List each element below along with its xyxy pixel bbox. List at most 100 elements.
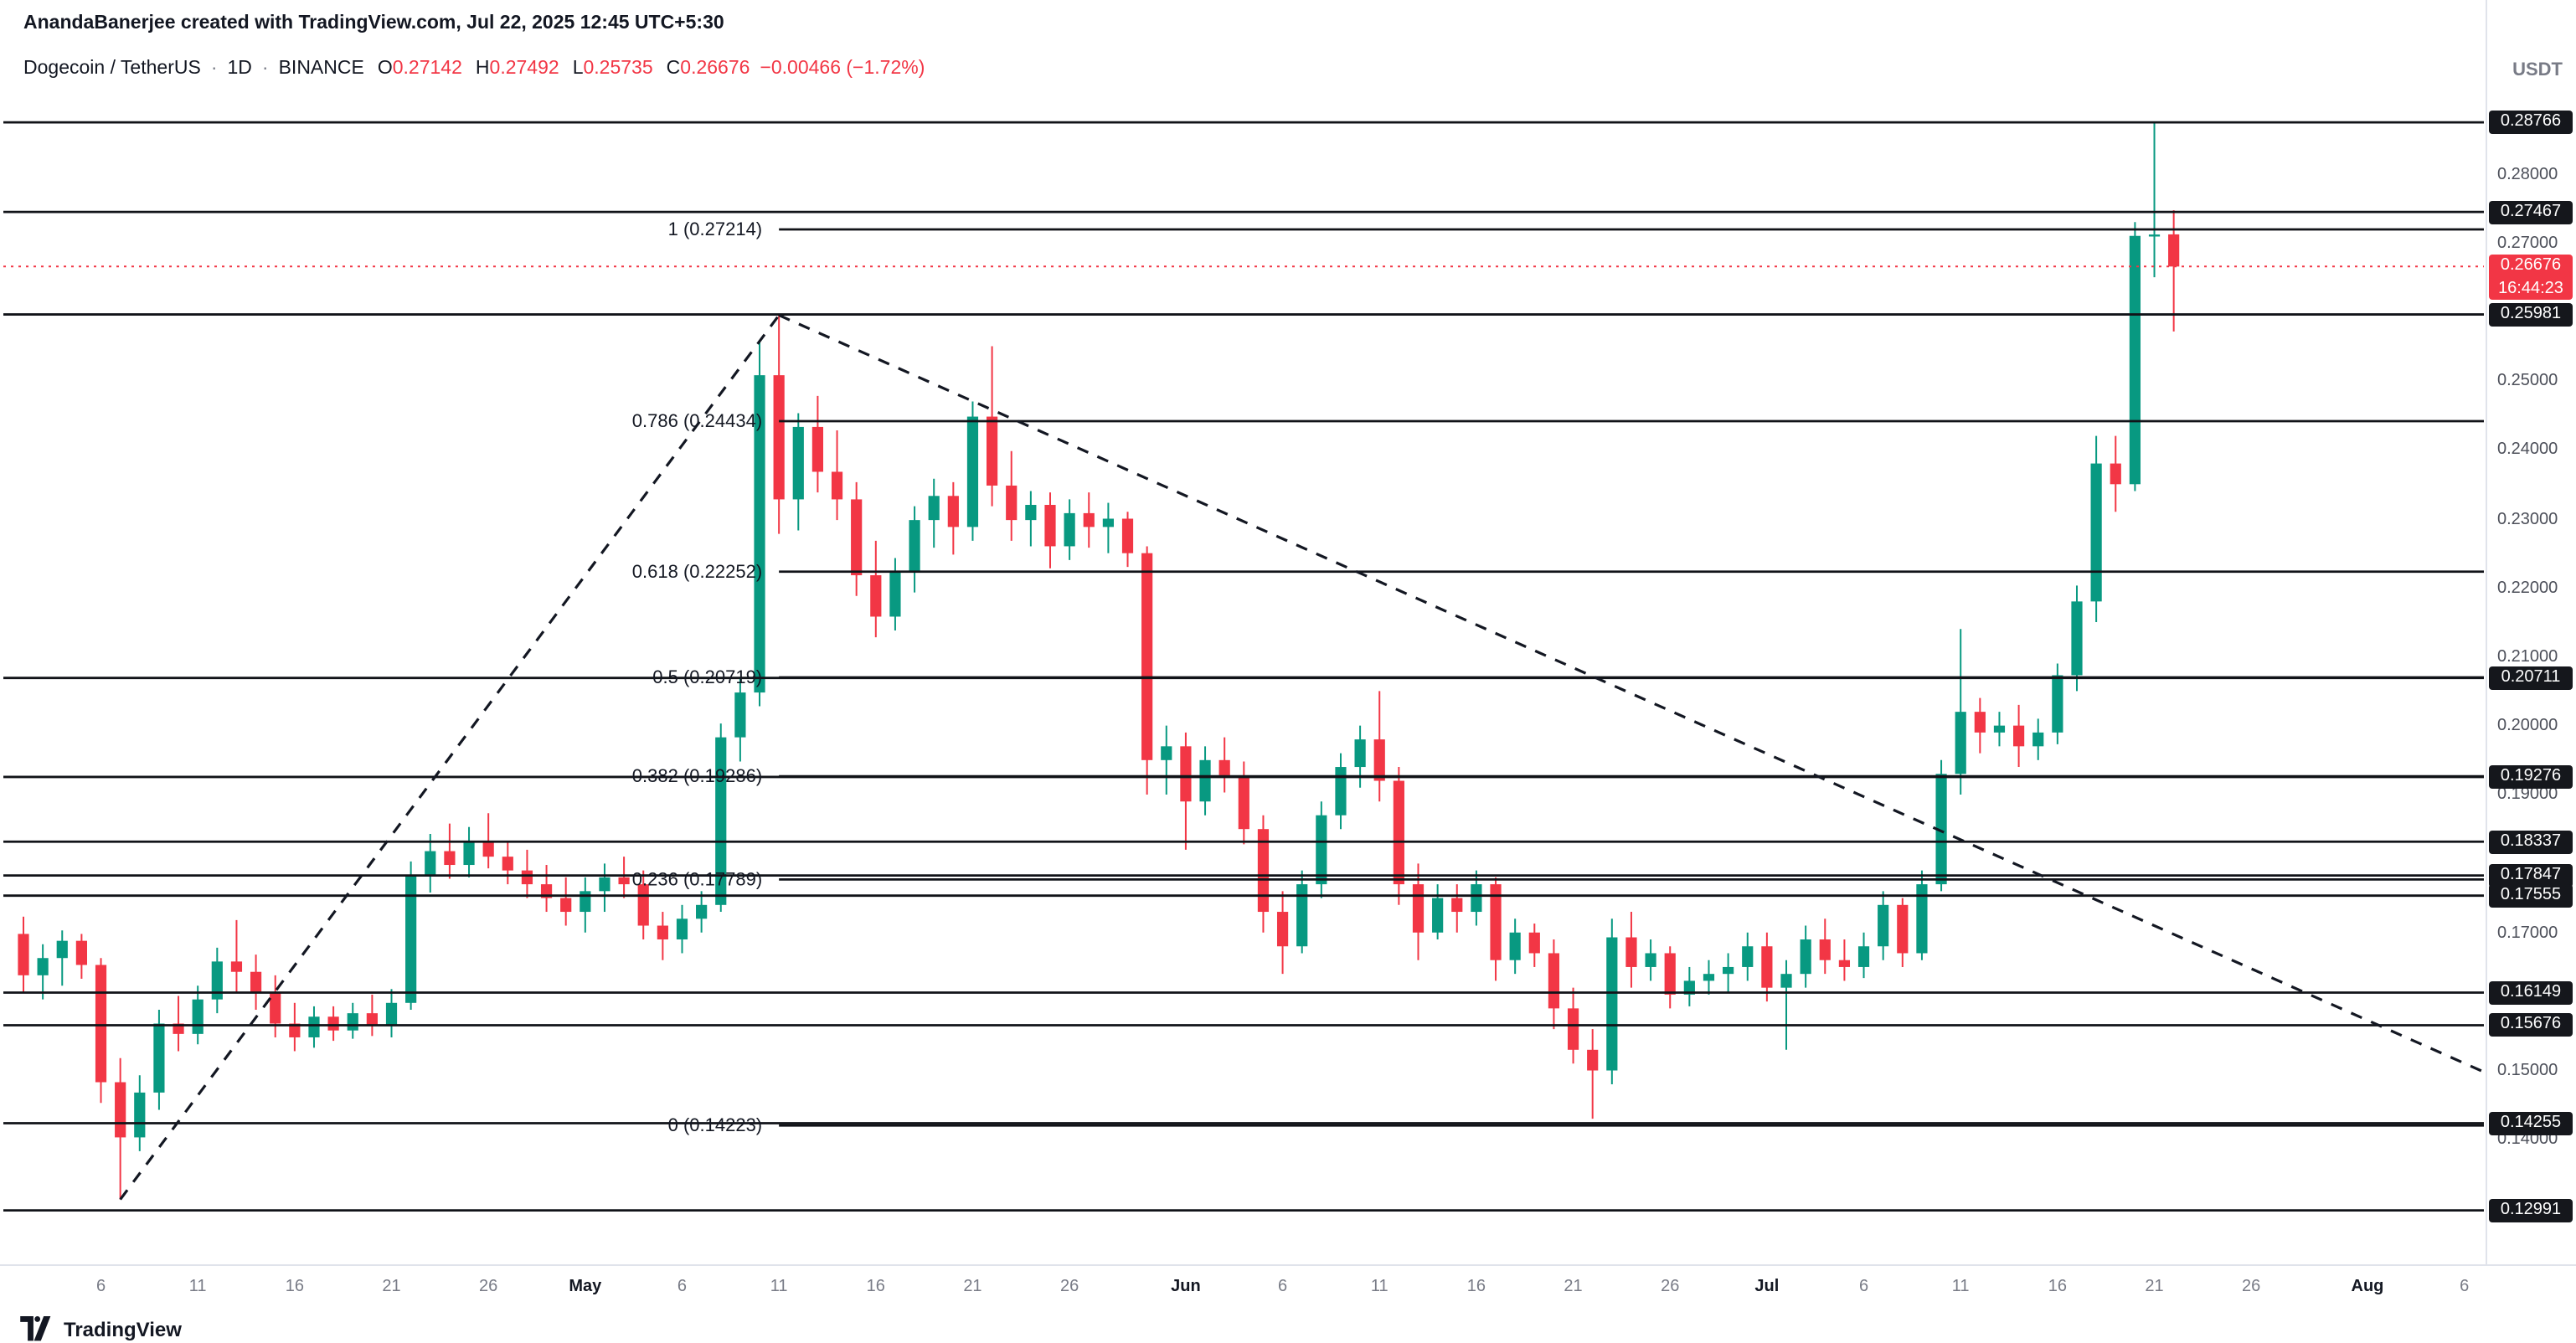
time-axis-month-label: Jun <box>1171 1278 1201 1296</box>
candle-body <box>1490 884 1502 960</box>
candle-body <box>134 1092 146 1138</box>
candle-series <box>18 121 2180 1200</box>
time-axis-day-label: 11 <box>770 1278 788 1296</box>
candle-body <box>1257 829 1270 913</box>
bar-close-countdown: 16:44:23 <box>2498 279 2563 298</box>
candle-body <box>657 925 668 939</box>
candle-body <box>1238 774 1249 830</box>
candle-body <box>192 999 204 1034</box>
candle-body <box>115 1082 126 1138</box>
price-line-badge: 0.20711 <box>2489 666 2573 690</box>
price-line-badge: 0.14255 <box>2489 1111 2573 1135</box>
tradingview-branding[interactable]: TradingView <box>20 1316 182 1341</box>
chart-pane[interactable]: 1 (0.27214) 0.786 (0.24434) 0.618 (0.22252… <box>0 0 2486 1264</box>
symbol-name[interactable]: Dogecoin / TetherUS <box>23 59 201 79</box>
candle-body <box>2012 725 2025 747</box>
ohlc-close: C0.26676 <box>667 59 750 79</box>
candle-body <box>18 934 29 975</box>
symbol-info-bar[interactable]: Dogecoin / TetherUS · 1D · BINANCE O0.27… <box>23 59 925 79</box>
candle-body <box>1548 953 1560 1009</box>
candle-body <box>1335 767 1347 816</box>
candle-body <box>2090 463 2102 602</box>
low-value: 0.25735 <box>583 59 653 79</box>
candle-body <box>966 416 979 527</box>
time-axis-day-label: 11 <box>1951 1278 1970 1296</box>
candle-body <box>1800 939 1811 975</box>
candle-body <box>1276 912 1289 947</box>
candle-body <box>1064 512 1075 547</box>
trendline[interactable] <box>119 314 781 1201</box>
candle-body <box>250 971 262 993</box>
price-line-badge: 0.15676 <box>2489 1013 2573 1037</box>
candle-body <box>1528 932 1540 954</box>
candle-body <box>347 1013 358 1031</box>
time-axis-day-label: 26 <box>479 1278 498 1296</box>
candle-body <box>1180 746 1192 802</box>
trendline[interactable] <box>778 314 2485 1073</box>
candle-body <box>637 884 649 926</box>
candle-body <box>909 520 920 572</box>
candle-body <box>1373 739 1385 781</box>
tradingview-logo <box>20 1316 51 1341</box>
candle-body <box>1645 953 1656 967</box>
candle-body <box>463 841 475 866</box>
candle-body <box>1199 759 1211 802</box>
candle-body <box>1509 932 1521 960</box>
price-axis-label: 0.27000 <box>2497 234 2558 253</box>
price-line-badge: 0.17555 <box>2489 883 2573 908</box>
candle-body <box>1296 884 1308 947</box>
price-line-badge: 0.16149 <box>2489 980 2573 1005</box>
time-axis-day-label: 6 <box>1278 1278 1288 1296</box>
candle-body <box>1819 939 1831 960</box>
interval-label[interactable]: 1D <box>227 59 252 79</box>
candle-body <box>1897 904 1909 954</box>
time-axis-day-label: 21 <box>2145 1278 2164 1296</box>
fib-level-label: 0.618 (0.22252) <box>632 561 762 582</box>
time-axis-day-label: 26 <box>2242 1278 2261 1296</box>
candle-body <box>560 898 572 913</box>
candle-body <box>947 496 959 527</box>
candle-body <box>1432 898 1444 933</box>
candle-body <box>831 471 843 500</box>
candle-body <box>37 958 49 975</box>
candle-body <box>1993 725 2006 733</box>
ohlc-high: H0.27492 <box>476 59 559 79</box>
price-axis-label: 0.24000 <box>2497 440 2558 460</box>
candle-body <box>1141 553 1153 760</box>
candle-body <box>327 1016 339 1031</box>
fib-level-label: 0.786 (0.24434) <box>632 410 762 431</box>
candle-body <box>1006 485 1018 521</box>
price-axis-label: 0.15000 <box>2497 1062 2558 1081</box>
candle-body <box>1916 884 1928 954</box>
candle-body <box>2110 463 2121 485</box>
candle-body <box>773 375 785 500</box>
candle-body <box>676 918 688 939</box>
candle-body <box>1683 980 1695 995</box>
candle-body <box>734 692 746 738</box>
candle-body <box>1451 898 1463 913</box>
time-axis-day-label: 26 <box>1661 1278 1680 1296</box>
time-axis[interactable]: 6 11 16 21 26 May 6 11 16 21 26 Jun 6 11 16 21 26 Jul 6 11 1… <box>0 1264 2576 1310</box>
time-axis-month-label: May <box>569 1278 602 1296</box>
time-axis-day-label: 16 <box>1466 1278 1486 1296</box>
close-value: 0.26676 <box>680 59 750 79</box>
candle-body <box>987 416 998 486</box>
open-letter: O <box>377 59 393 79</box>
candle-body <box>715 737 727 905</box>
candle-body <box>56 940 68 959</box>
price-line-badge: 0.27467 <box>2489 200 2573 224</box>
price-line-badge: 0.12991 <box>2489 1198 2573 1222</box>
candlestick-chart[interactable]: 1 (0.27214) 0.786 (0.24434) 0.618 (0.22252… <box>0 0 2486 1264</box>
price-axis[interactable]: USDT 0.28000 0.27000 0.25000 0.24000 0.23000… <box>2486 0 2576 1264</box>
candle-body <box>1703 974 1715 981</box>
time-axis-day-label: 21 <box>382 1278 401 1296</box>
time-axis-day-label: 6 <box>95 1278 106 1296</box>
candle-body <box>1761 946 1773 988</box>
candle-body <box>1316 815 1327 885</box>
candle-body <box>1664 953 1676 995</box>
candle-body <box>1083 512 1095 527</box>
candle-body <box>289 1023 301 1037</box>
candle-body <box>792 426 804 500</box>
ohlc-open: O0.27142 <box>378 59 462 79</box>
candle-body <box>1878 904 1889 947</box>
